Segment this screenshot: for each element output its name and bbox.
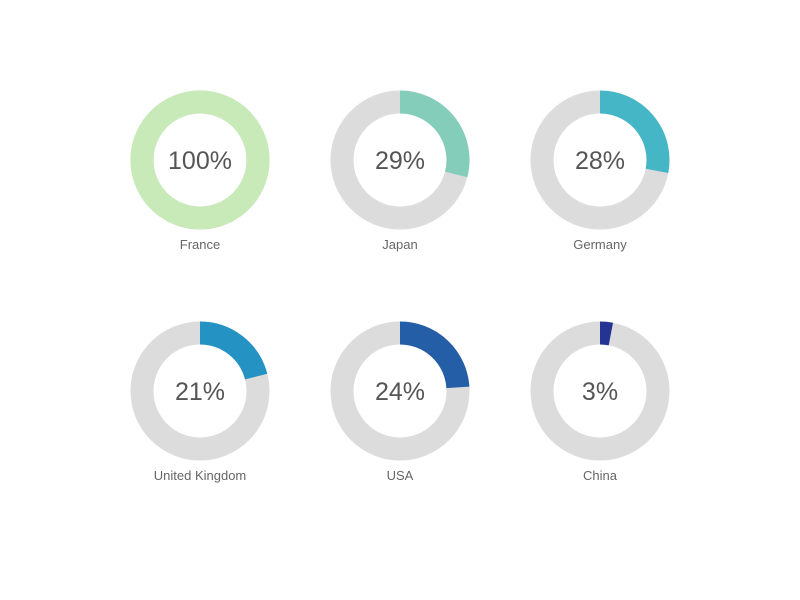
- donut-value-arc: [599, 321, 614, 346]
- donut-value-arc: [199, 321, 268, 380]
- donut-percent-label: 100%: [168, 147, 232, 175]
- donut-percent-label: 21%: [175, 378, 225, 406]
- donut-percent-label: 29%: [375, 147, 425, 175]
- donut-percent-label: 24%: [375, 378, 425, 406]
- donut-value-arc: [399, 90, 470, 178]
- donut-value-arc: [130, 90, 270, 230]
- donut-country-label: United Kingdom: [154, 468, 247, 483]
- donut-country-label: Germany: [573, 237, 627, 252]
- donut-china: 3% China: [530, 321, 670, 483]
- donut-country-label: USA: [387, 468, 414, 483]
- donut-germany: 28% Germany: [530, 90, 670, 252]
- donut-percent-label: 28%: [575, 147, 625, 175]
- donut-percent-label: 3%: [582, 378, 618, 406]
- donut-value-arc: [399, 321, 470, 389]
- donut-japan: 29% Japan: [330, 90, 470, 252]
- donut-country-label: Japan: [382, 237, 417, 252]
- donut-value-arc: [599, 90, 670, 174]
- donut-country-label: China: [583, 468, 618, 483]
- donut-usa: 24% USA: [330, 321, 470, 483]
- donut-france: 100% France: [130, 90, 270, 252]
- donut-country-label: France: [180, 237, 220, 252]
- donut-united-kingdom: 21% United Kingdom: [130, 321, 270, 483]
